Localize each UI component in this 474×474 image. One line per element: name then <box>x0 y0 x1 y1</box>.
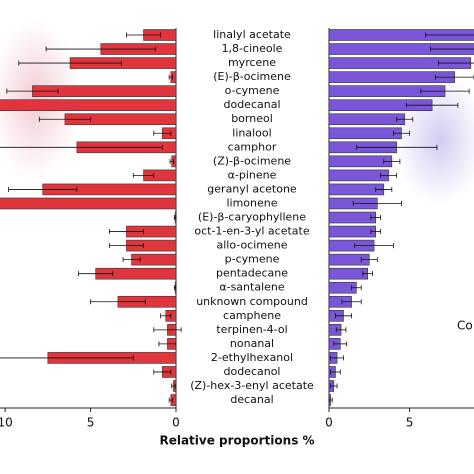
category-label: unknown compound <box>196 295 308 308</box>
x-tick-label: 10 <box>0 416 13 430</box>
category-label: dodecanol <box>223 365 280 378</box>
category-label: o-cymene <box>225 84 280 97</box>
category-label: 2-ethylhexanol <box>211 351 293 364</box>
x-tick-label: 0 <box>325 416 333 430</box>
category-label: α-santalene <box>219 281 285 294</box>
bar <box>328 155 393 168</box>
x-tick-label: 5 <box>87 416 95 430</box>
bar <box>328 169 389 182</box>
category-label: p-cymene <box>225 253 280 266</box>
annotation: Co <box>457 319 473 333</box>
bar <box>328 267 368 280</box>
category-label: borneol <box>231 112 273 125</box>
category-label: oct-1-en-3-yl acetate <box>194 225 309 238</box>
bar <box>328 127 402 140</box>
category-label: allo-ocimene <box>216 239 287 252</box>
category-label: 1,8-cineole <box>222 42 283 55</box>
category-label: linalool <box>232 126 271 139</box>
category-label: limonene <box>226 196 277 209</box>
bar <box>328 43 474 55</box>
category-label: terpinen-4-ol <box>216 323 287 336</box>
category-label: (Z)-hex-3-enyl acetate <box>190 379 314 392</box>
category-label: α-pinene <box>228 168 277 181</box>
x-axis-label: Relative proportions % <box>159 434 314 448</box>
category-label: nonanal <box>230 337 274 350</box>
x-tick-label: 0 <box>172 416 180 430</box>
category-label: dodecanal <box>223 98 280 111</box>
bar <box>328 225 377 238</box>
category-label: camphor <box>228 140 277 153</box>
category-label: pentadecane <box>216 267 288 280</box>
category-label: geranyl acetone <box>207 182 297 195</box>
bar <box>328 29 474 41</box>
x-tick-label: 5 <box>406 416 414 430</box>
bar <box>328 113 406 126</box>
bar <box>328 211 377 224</box>
bar <box>0 99 177 111</box>
category-label: linalyl acetate <box>213 28 291 41</box>
category-label: camphene <box>223 309 281 322</box>
bar <box>0 197 177 210</box>
category-label: (Z)-β-ocimene <box>213 154 291 167</box>
category-label: (E)-β-ocimene <box>213 70 291 83</box>
category-label: (E)-β-caryophyllene <box>198 211 306 224</box>
category-label: decanal <box>230 393 273 406</box>
category-label: myrcene <box>228 56 276 69</box>
